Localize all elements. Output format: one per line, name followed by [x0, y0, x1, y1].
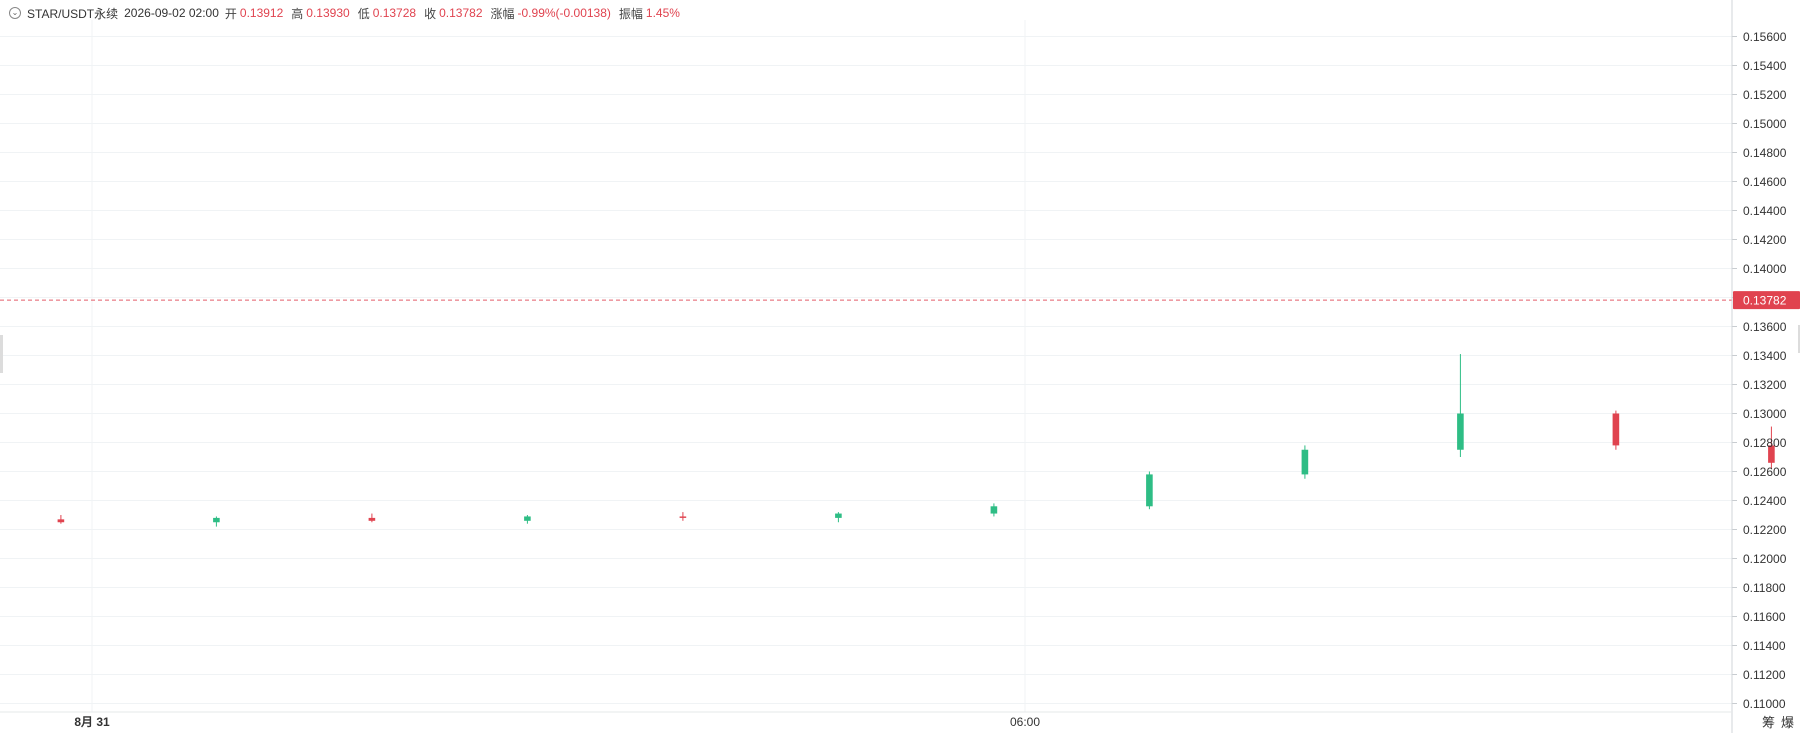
y-tick-label: 0.14400	[1743, 204, 1787, 218]
side-tool-buttons: 筹 爆	[1762, 712, 1794, 731]
y-tick-label: 0.12600	[1743, 465, 1787, 479]
y-tick-label: 0.13000	[1743, 407, 1787, 421]
candle-body	[990, 506, 998, 514]
candle-body	[1146, 474, 1153, 507]
high-label: 高	[291, 6, 304, 21]
change-value: -0.99%(-0.00138)	[517, 6, 611, 20]
y-tick-label: 0.12200	[1743, 523, 1787, 537]
y-tick-label: 0.14000	[1743, 262, 1787, 276]
candle-datetime: 2026-09-02 02:00	[124, 6, 219, 20]
low-value: 0.13728	[372, 6, 417, 20]
last-price-tag	[1733, 291, 1800, 310]
y-tick-label: 0.11400	[1743, 639, 1786, 653]
y-tick-label: 0.11000	[1743, 697, 1786, 711]
candle-body	[524, 516, 531, 521]
y-tick-label: 0.14200	[1743, 233, 1787, 247]
close-label: 收	[424, 6, 437, 21]
y-tick-label: 0.15200	[1743, 88, 1787, 102]
candles	[57, 354, 1775, 527]
y-tick-label: 0.13600	[1743, 320, 1787, 334]
candle-body	[679, 516, 687, 518]
y-tick-label: 0.13200	[1743, 378, 1787, 392]
y-tick-label: 0.11800	[1743, 581, 1786, 595]
overlays: 0.155000.11200	[0, 299, 1732, 301]
right-scroll-handle[interactable]	[1798, 325, 1800, 353]
collapse-chevron-icon[interactable]: ⌄	[9, 7, 21, 19]
candle-body	[57, 519, 65, 523]
y-tick-label: 0.12000	[1743, 552, 1787, 566]
candle-body	[1457, 413, 1464, 450]
x-tick-label: 06:00	[1010, 715, 1040, 729]
y-tick-label: 0.14800	[1743, 146, 1787, 160]
left-scroll-handle[interactable]	[0, 335, 3, 373]
y-tick-label: 0.15400	[1743, 59, 1787, 73]
y-tick-label: 0.11200	[1743, 668, 1786, 682]
y-tick-label: 0.13400	[1743, 349, 1787, 363]
grid-lines	[0, 20, 1732, 712]
candle-body	[1301, 449, 1309, 475]
y-tick-label: 0.15000	[1743, 117, 1787, 131]
amplitude-value: 1.45%	[645, 6, 680, 20]
open-value: 0.13912	[239, 6, 284, 20]
change-label: 涨幅	[490, 6, 515, 21]
high-value: 0.13930	[306, 6, 350, 20]
candle-body	[835, 513, 842, 518]
y-tick-label: 0.11600	[1743, 610, 1786, 624]
symbol-info-bar: ⌄ STAR/USDT永续 2026-09-02 02:00 开 0.13912…	[9, 4, 688, 22]
amplitude-label: 振幅	[618, 6, 643, 21]
last-price-label: 0.13782	[1743, 294, 1787, 308]
y-tick-label: 0.12400	[1743, 494, 1787, 508]
x-tick-label: 8月 31	[74, 715, 110, 729]
open-label: 开	[224, 6, 237, 21]
close-value: 0.13782	[439, 6, 483, 20]
symbol-name[interactable]: STAR/USDT永续	[27, 6, 119, 21]
chips-button[interactable]: 筹	[1761, 716, 1775, 731]
candle-body	[368, 517, 376, 521]
low-label: 低	[357, 6, 370, 21]
price-axis[interactable]: 0.11000 0.11200 0.11400 0.11600 0.11800 0.120…	[1731, 0, 1800, 733]
liquidation-button[interactable]: 爆	[1780, 716, 1794, 731]
y-tick-label: 0.15600	[1743, 30, 1787, 44]
y-tick-label: 0.14600	[1743, 175, 1787, 189]
candle-body	[213, 517, 220, 523]
candle-body	[1612, 413, 1620, 446]
y-tick-label: 0.12800	[1743, 436, 1787, 450]
candle-body	[1768, 445, 1775, 463]
